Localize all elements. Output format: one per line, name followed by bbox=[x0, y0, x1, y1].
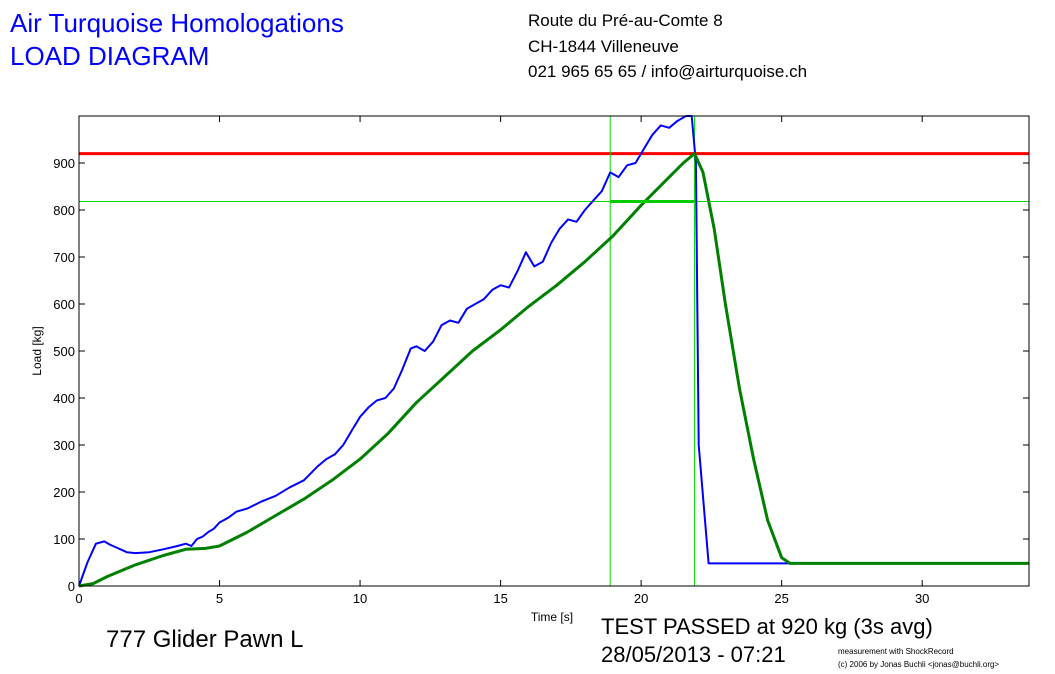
x-tick-label: 10 bbox=[353, 591, 367, 606]
series-line-0 bbox=[78, 115, 1029, 587]
x-axis-label: Time [s] bbox=[531, 610, 573, 624]
y-ticks: 0 100 200 300 400 500 600 700 800 900 bbox=[53, 156, 1029, 594]
y-axis-label: Load [kg] bbox=[30, 326, 44, 375]
x-tick-label: 5 bbox=[216, 591, 223, 606]
credit-line2: (c) 2006 by Jonas Buchli <jonas@buchli.o… bbox=[838, 660, 1000, 669]
y-tick-label: 500 bbox=[53, 344, 75, 359]
title-line2: LOAD DIAGRAM bbox=[10, 41, 210, 71]
y-tick-label: 800 bbox=[53, 203, 75, 218]
result-line1: TEST PASSED at 920 kg (3s avg) bbox=[601, 614, 933, 639]
series-layer bbox=[78, 115, 1029, 588]
title-line1: Air Turquoise Homologations bbox=[10, 8, 344, 38]
glider-name: 777 Glider Pawn L bbox=[106, 626, 304, 653]
y-tick-label: 600 bbox=[53, 297, 75, 312]
credit-line1: measurement with ShockRecord bbox=[838, 647, 954, 656]
y-tick-label: 900 bbox=[53, 156, 75, 171]
x-tick-label: 25 bbox=[774, 591, 788, 606]
y-tick-label: 0 bbox=[68, 579, 75, 594]
y-tick-label: 100 bbox=[53, 532, 75, 547]
reference-lines bbox=[79, 115, 1029, 586]
x-tick-label: 30 bbox=[915, 591, 929, 606]
y-tick-label: 300 bbox=[53, 438, 75, 453]
address-line2: CH-1844 Villeneuve bbox=[528, 37, 679, 56]
y-tick-label: 700 bbox=[53, 250, 75, 265]
axes-box bbox=[78, 115, 1030, 587]
address-line3: 021 965 65 65 / info@airturquoise.ch bbox=[528, 62, 808, 81]
x-tick-label: 15 bbox=[493, 591, 507, 606]
x-tick-label: 0 bbox=[75, 591, 82, 606]
address-line1: Route du Pré-au-Comte 8 bbox=[528, 11, 723, 30]
series-line-1 bbox=[78, 152, 1029, 588]
y-tick-label: 200 bbox=[53, 485, 75, 500]
x-ticks: 0 5 10 15 20 25 30 bbox=[75, 116, 929, 606]
result-line2: 28/05/2013 - 07:21 bbox=[601, 642, 786, 667]
x-tick-label: 20 bbox=[634, 591, 648, 606]
y-tick-label: 400 bbox=[53, 391, 75, 406]
